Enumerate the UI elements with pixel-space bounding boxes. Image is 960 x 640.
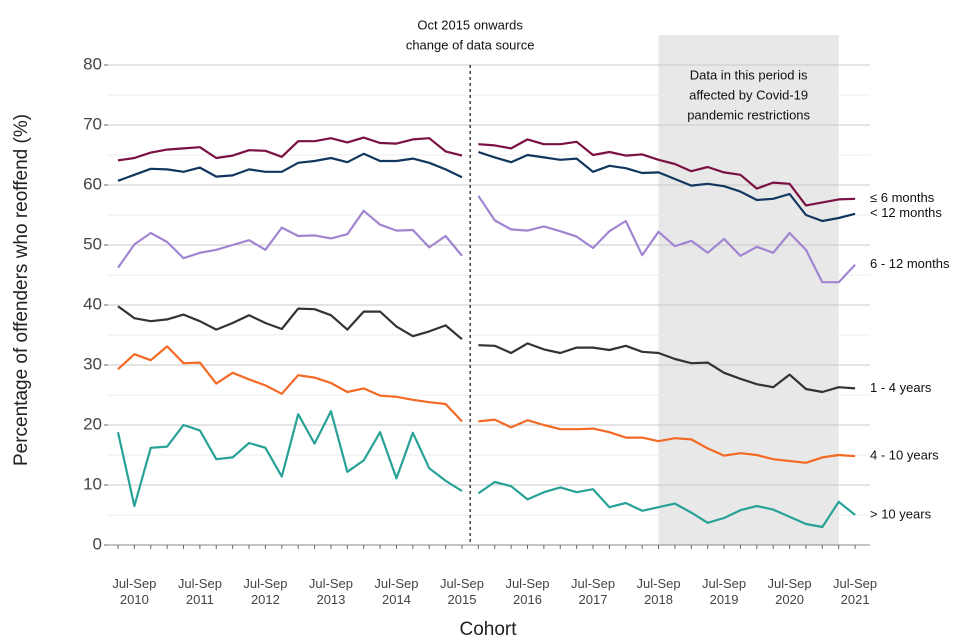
- series-line: [116, 410, 463, 508]
- x-tick-label: Jul-Sep 2018: [637, 576, 681, 607]
- series-line: [478, 418, 856, 464]
- series-label: 6 - 12 months: [870, 256, 950, 271]
- y-tick-label: 10: [83, 474, 102, 493]
- series-line: [477, 480, 856, 529]
- series-label: < 12 months: [870, 205, 942, 220]
- covid-period: [658, 35, 839, 545]
- series-label: 4 - 10 years: [870, 448, 939, 463]
- data-source-note: change of data source: [406, 37, 535, 52]
- data-source-note: Oct 2015 onwards: [417, 17, 523, 32]
- covid-note: Data in this period is: [690, 67, 808, 82]
- y-tick-label: 0: [93, 534, 102, 553]
- y-tick-label: 20: [83, 414, 102, 433]
- series-label: 1 - 4 years: [870, 380, 932, 395]
- y-tick-label: 80: [83, 54, 102, 73]
- x-tick-label: Jul-Sep 2013: [309, 576, 353, 607]
- series-line: [117, 209, 463, 269]
- x-tick-label: Jul-Sep 2019: [702, 576, 746, 607]
- series-line: [478, 342, 856, 394]
- series-line: [117, 152, 463, 182]
- series-label: ≤ 6 months: [870, 190, 935, 205]
- x-tick-label: Jul-Sep 2017: [571, 576, 615, 607]
- series-line: [477, 195, 856, 284]
- y-tick-label: 60: [83, 174, 102, 193]
- x-tick-label: Jul-Sep 2020: [768, 576, 812, 607]
- series-label: > 10 years: [870, 506, 932, 521]
- y-tick-label: 40: [83, 294, 102, 313]
- x-tick-label: Jul-Sep 2014: [374, 576, 418, 607]
- y-tick-label: 70: [83, 114, 102, 133]
- x-tick-label: Jul-Sep 2015: [440, 576, 484, 607]
- series-line: [117, 136, 463, 162]
- x-tick-label: Jul-Sep 2021: [833, 576, 877, 607]
- x-axis-title: Cohort: [459, 619, 517, 640]
- covid-note: affected by Covid-19: [689, 87, 808, 102]
- y-axis-title: Percentage of offenders who reoffend (%): [11, 114, 32, 466]
- x-tick-label: Jul-Sep 2011: [178, 576, 222, 607]
- series-line: [117, 305, 463, 341]
- y-tick-label: 50: [83, 234, 102, 253]
- series-line: [478, 138, 856, 207]
- covid-note: pandemic restrictions: [687, 107, 810, 122]
- series-line: [478, 150, 856, 223]
- y-tick-label: 30: [83, 354, 102, 373]
- x-tick-label: Jul-Sep 2016: [505, 576, 549, 607]
- series-line: [117, 345, 463, 423]
- x-tick-label: Jul-Sep 2012: [243, 576, 287, 607]
- x-tick-label: Jul-Sep 2010: [112, 576, 156, 607]
